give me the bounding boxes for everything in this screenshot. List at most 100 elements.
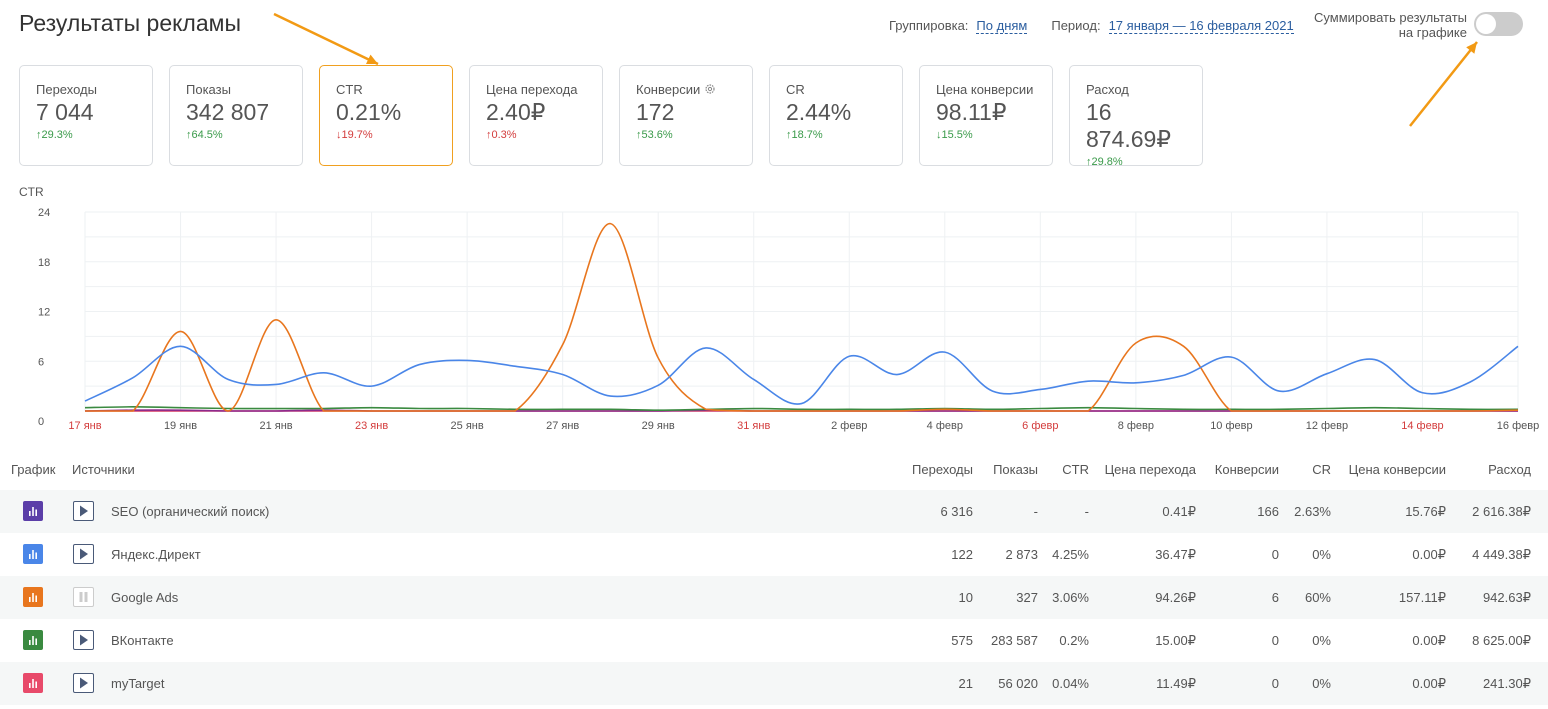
annotation-arrow-line — [273, 12, 379, 66]
source-name[interactable]: Google Ads — [111, 590, 179, 605]
arrow-up-icon: ↑ — [186, 129, 192, 141]
cell-impressions: - — [1033, 504, 1038, 519]
cell-conversions: 0 — [1271, 547, 1279, 562]
metric-label: CR — [786, 82, 805, 97]
metric-change-value: 15.5% — [941, 129, 973, 141]
metric-card[interactable]: Показы 342 807 ↑64.5% — [169, 65, 303, 166]
cell-cpa: 0.00₽ — [1412, 676, 1446, 691]
metric-label: Показы — [186, 82, 231, 97]
metric-change: ↑64.5% — [186, 129, 302, 141]
cell-cpa: 0.00₽ — [1412, 633, 1446, 648]
metric-card[interactable]: Переходы 7 044 ↑29.3% — [19, 65, 153, 166]
sum-toggle-label-line2: на графике — [1398, 25, 1467, 40]
cell-impressions: 2 873 — [1005, 547, 1038, 562]
metric-card[interactable]: Расход 16 874.69₽ ↑29.8% — [1069, 65, 1203, 168]
metric-label-row: Конверсии — [636, 82, 752, 97]
cell-spend: 4 449.38₽ — [1472, 547, 1531, 562]
play-icon[interactable] — [73, 673, 94, 693]
metric-label: Расход — [1086, 82, 1129, 97]
source-name[interactable]: SEO (органический поиск) — [111, 504, 270, 519]
arrow-up-icon: ↑ — [36, 129, 42, 141]
th-cpa[interactable]: Цена конверсии — [1348, 462, 1446, 477]
th-chart: График — [11, 462, 56, 477]
play-icon[interactable] — [73, 544, 94, 564]
grouping-dropdown[interactable]: По дням — [976, 18, 1028, 34]
th-cpc[interactable]: Цена перехода — [1104, 462, 1196, 477]
series-chart-toggle-icon[interactable] — [23, 587, 43, 607]
source-name[interactable]: ВКонтакте — [111, 633, 174, 648]
metric-card[interactable]: Цена перехода 2.40₽ ↑0.3% — [469, 65, 603, 166]
metric-card[interactable]: Цена конверсии 98.11₽ ↓15.5% — [919, 65, 1053, 166]
cell-impressions: 327 — [1016, 590, 1038, 605]
grouping-control: Группировка: По дням — [889, 18, 1028, 34]
sum-toggle-label: Суммировать результаты на графике — [1297, 10, 1467, 40]
x-tick-label: 29 янв — [642, 420, 675, 432]
th-cr[interactable]: CR — [1312, 462, 1331, 477]
period-control: Период: 17 января — 16 февраля 2021 — [1051, 18, 1294, 34]
period-label: Период: — [1051, 18, 1101, 33]
th-source: Источники — [72, 462, 135, 477]
metric-change: ↑0.3% — [486, 129, 602, 141]
metric-change: ↑29.3% — [36, 129, 152, 141]
source-name[interactable]: myTarget — [111, 676, 165, 691]
arrow-up-icon: ↑ — [786, 129, 792, 141]
cell-ctr: 0.2% — [1059, 633, 1089, 648]
arrow-up-icon: ↑ — [486, 129, 492, 141]
th-spend[interactable]: Расход — [1488, 462, 1531, 477]
sum-results-toggle[interactable] — [1474, 12, 1523, 36]
grouping-label: Группировка: — [889, 18, 969, 33]
th-ctr[interactable]: CTR — [1062, 462, 1089, 477]
series-chart-toggle-icon[interactable] — [23, 544, 43, 564]
metric-label: CTR — [336, 82, 363, 97]
metric-value: 2.44% — [786, 99, 852, 125]
play-icon[interactable] — [73, 501, 94, 521]
play-icon[interactable] — [73, 630, 94, 650]
cell-cpa: 0.00₽ — [1412, 547, 1446, 562]
cell-clicks: 6 316 — [940, 504, 973, 519]
x-tick-label: 17 янв — [68, 420, 101, 432]
metric-label: Цена конверсии — [936, 82, 1034, 97]
table-row: Яндекс.Директ 122 2 873 4.25% 36.47₽ 0 0% 0.00₽… — [0, 533, 1548, 576]
table-row: SEO (органический поиск) 6 316 - - 0.41₽ 166 2… — [0, 490, 1548, 533]
period-picker[interactable]: 17 января — 16 февраля 2021 — [1108, 18, 1294, 34]
metric-change: ↑18.7% — [786, 129, 902, 141]
metric-change-value: 53.6% — [641, 129, 673, 141]
metric-change: ↓19.7% — [336, 129, 452, 141]
metric-value: 342 807 — [186, 99, 270, 125]
series-chart-toggle-icon[interactable] — [23, 630, 43, 650]
settings-gear-icon[interactable] — [704, 83, 716, 95]
cell-cpa: 157.11₽ — [1398, 590, 1446, 605]
table-row: myTarget 21 56 020 0.04% 11.49₽ 0 0% 0.00₽ 241.3… — [0, 662, 1548, 705]
cell-spend: 8 625.00₽ — [1472, 633, 1531, 648]
pause-icon[interactable] — [73, 587, 94, 607]
metric-change-value: 29.8% — [1091, 156, 1123, 168]
series-line — [84, 406, 1519, 411]
metric-label: Цена перехода — [486, 82, 578, 97]
x-tick-label: 4 февр — [927, 420, 963, 432]
cell-ctr: - — [1084, 504, 1089, 519]
metric-card[interactable]: Конверсии 172 ↑53.6% — [619, 65, 753, 166]
annotation-arrow-head — [1466, 42, 1477, 54]
metric-card[interactable]: CTR 0.21% ↓19.7% — [319, 65, 453, 166]
cell-spend: 2 616.38₽ — [1472, 504, 1531, 519]
series-chart-toggle-icon[interactable] — [23, 673, 43, 693]
header-controls: Группировка: По дням Период: 17 января —… — [889, 18, 1294, 34]
ctr-line-chart: 0 6 12 18 24 17 янв 19 янв 21 янв 23 янв 25 янв 27… — [38, 207, 1539, 432]
metric-card[interactable]: CR 2.44% ↑18.7% — [769, 65, 903, 166]
x-tick-label: 31 янв — [737, 420, 770, 432]
x-tick-label: 2 февр — [831, 420, 867, 432]
metric-change: ↑53.6% — [636, 129, 752, 141]
th-conversions[interactable]: Конверсии — [1214, 462, 1279, 477]
th-clicks[interactable]: Переходы — [912, 462, 973, 477]
metric-label: Конверсии — [636, 82, 701, 97]
cell-clicks: 575 — [951, 633, 973, 648]
series-chart-toggle-icon[interactable] — [23, 501, 43, 521]
x-tick-label: 27 янв — [546, 420, 579, 432]
annotation-arrow-line — [1409, 41, 1478, 127]
cell-cpc: 11.49₽ — [1156, 676, 1196, 691]
metric-value: 0.21% — [336, 99, 402, 125]
metric-value: 172 — [636, 99, 675, 125]
source-name[interactable]: Яндекс.Директ — [111, 547, 201, 562]
th-impressions[interactable]: Показы — [993, 462, 1038, 477]
metric-change: ↑29.8% — [1086, 156, 1202, 168]
